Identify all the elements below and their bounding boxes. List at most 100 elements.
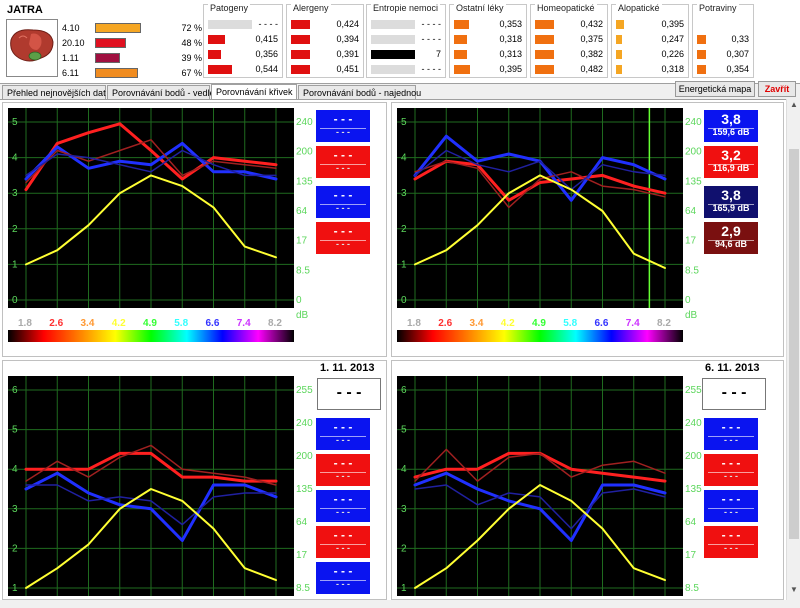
value-bar (535, 20, 554, 29)
right-tick-label: 240 (685, 117, 702, 128)
group-value: 0,424 (336, 19, 359, 29)
series-line (414, 448, 666, 482)
value-bar (371, 20, 415, 29)
group-value: 0,395 (499, 64, 522, 74)
point-value: - - - (333, 224, 353, 238)
group-value: 0,318 (499, 34, 522, 44)
value-bar (208, 50, 221, 59)
right-tick-label: 8.5 (685, 583, 699, 594)
curve-chart[interactable]: 5 4 3 2 1 0 240 200 135 64 17 8.5 0 dB (8, 108, 322, 320)
group-value: 0,33 (731, 34, 749, 44)
group-title: Entropie nemoci (371, 3, 441, 13)
group-row: 0,394 (291, 32, 359, 46)
group-potraviny: Potraviny 0,33 0,307 0,354 (692, 3, 754, 78)
right-tick-label: 240 (296, 117, 313, 128)
right-tick-label: 17 (685, 550, 697, 561)
box-divider (708, 508, 754, 509)
value-bar (371, 50, 415, 59)
box-divider (708, 204, 754, 205)
value-bar (697, 50, 706, 59)
point-value-box: - - -- - - (704, 454, 758, 486)
right-tick-label: 8.5 (296, 583, 310, 594)
group-row: 0,226 (616, 47, 684, 61)
group-title: Homeopatické (535, 3, 597, 13)
measurement-date-label: 6. 11. 2013 (705, 362, 760, 374)
organ-measurement-row: 1.11 39 % (62, 51, 202, 65)
point-value-box: - - -- - - (316, 418, 370, 450)
right-tick-label: 17 (296, 550, 308, 561)
point-db-value: - - - (336, 579, 350, 589)
right-axis-unit: dB (296, 310, 309, 320)
y-tick-label: 0 (12, 295, 18, 306)
scroll-down-arrow-icon[interactable]: ▼ (790, 585, 798, 594)
tab-points-side-by-side[interactable]: Porovnávání bodů - vedle (107, 85, 215, 99)
scrollbar-thumb[interactable] (789, 149, 799, 539)
group-row: 0,354 (697, 62, 749, 76)
curve-chart[interactable]: 5 4 3 2 1 0 240 200 135 64 17 8.5 0 dB (397, 108, 711, 320)
measurement-date: 1.11 (62, 53, 79, 63)
value-bar (616, 50, 622, 59)
group-row: 7 (371, 47, 441, 61)
group-row: 0,415 (208, 32, 278, 46)
group-value: 0,318 (661, 64, 684, 74)
value-bar (208, 20, 252, 29)
point-db-value: - - - (336, 507, 350, 517)
tab-latest-data[interactable]: Přehled nejnovějších dat (2, 85, 106, 99)
spectrum-label: 7.4 (625, 318, 640, 329)
spectrum-labels: 1.8 2.6 3.4 4.2 4.9 5.8 6.6 7.4 8.2 (397, 318, 683, 330)
value-placeholder-box: - - - (702, 378, 766, 410)
box-divider (708, 128, 754, 129)
point-db-value: - - - (336, 543, 350, 553)
box-divider (708, 544, 754, 545)
value-bar (291, 65, 310, 74)
point-value: - - - (333, 420, 353, 434)
group-row: 0,247 (616, 32, 684, 46)
box-divider (708, 164, 754, 165)
value-placeholder-box: - - - (317, 378, 381, 410)
y-tick-label: 6 (401, 385, 407, 396)
point-value-box: 2,9 94,6 dB (704, 222, 758, 254)
tab-curve-comparison[interactable]: Porovnávání křivek (211, 84, 297, 100)
group-value: 0,247 (661, 34, 684, 44)
point-db-value: 116,9 dB (712, 163, 750, 173)
right-tick-label: 17 (296, 236, 308, 247)
point-value-box: - - -- - - (316, 490, 370, 522)
y-tick-label: 5 (401, 425, 407, 436)
close-button[interactable]: Zavřít (758, 81, 796, 97)
series-line (413, 159, 667, 202)
right-axis-unit: dB (685, 310, 698, 320)
curve-chart[interactable]: 6 5 4 3 2 1 255 240 200 135 64 17 8.5 (397, 376, 711, 608)
spectrum-label: 1.8 (407, 318, 421, 329)
group-row: - - - - (371, 32, 441, 46)
y-tick-label: 1 (12, 259, 18, 270)
point-db-value: - - - (336, 239, 350, 249)
point-value: 3,2 (721, 147, 741, 163)
value-bar (371, 65, 415, 74)
vertical-scrollbar[interactable]: ▲ ▼ (786, 99, 800, 600)
measurement-level-bar (95, 38, 126, 48)
group-row: 0,318 (454, 32, 522, 46)
box-divider (320, 580, 366, 581)
point-db-value: - - - (336, 163, 350, 173)
organ-measurement-row: 4.10 72 % (62, 21, 202, 35)
group-value: 0,394 (336, 34, 359, 44)
right-tick-label: 64 (685, 517, 697, 528)
tab-points-together[interactable]: Porovnávání bodů - najednou (298, 85, 421, 99)
point-value-box: - - -- - - (316, 454, 370, 486)
spectrum-label: 7.4 (236, 318, 251, 329)
scroll-up-arrow-icon[interactable]: ▲ (790, 100, 798, 109)
curve-chart[interactable]: 6 5 4 3 2 1 255 240 200 135 64 17 8.5 (8, 376, 322, 608)
y-tick-label: 1 (401, 583, 407, 594)
group-value: 0,432 (580, 19, 603, 29)
organ-title: JATRA (7, 4, 43, 16)
spectrum-label: 4.9 (143, 318, 157, 329)
point-db-value: - - - (724, 471, 738, 481)
right-tick-label: 255 (685, 385, 702, 396)
box-divider (708, 240, 754, 241)
energy-map-button[interactable]: Energetická mapa (675, 81, 755, 97)
group-value: 0,356 (255, 49, 278, 59)
spectrum-label: 2.6 (49, 318, 64, 329)
point-value-box: - - -- - - (316, 562, 370, 594)
group-row: - - - - (371, 62, 441, 76)
value-bar (616, 20, 624, 29)
